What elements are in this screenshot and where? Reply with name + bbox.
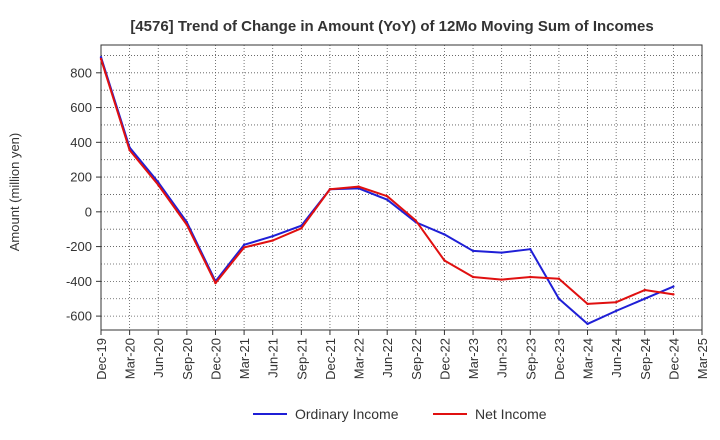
data-point [643,297,646,300]
x-tick-label: Sep-20 [180,338,195,380]
data-point [185,223,189,227]
data-point [99,57,103,61]
data-point [385,198,389,201]
data-point [529,275,532,279]
legend-label: Ordinary Income [295,406,399,422]
data-point [128,148,131,152]
y-tick-label: 0 [85,204,92,219]
y-tick-label: 600 [70,100,92,115]
data-point [471,275,475,279]
y-tick-label: -600 [66,309,92,324]
x-tick-label: Dec-23 [552,338,567,380]
x-tick-label: Dec-20 [208,338,223,380]
data-point [271,234,274,238]
data-point [586,322,589,326]
data-point [500,278,503,281]
data-point [614,300,618,304]
x-tick-label: Sep-21 [294,338,309,380]
data-point [242,243,246,247]
legend-label: Net Income [475,406,547,422]
data-point [672,285,675,288]
data-point [500,251,503,254]
x-tick-label: Mar-21 [237,338,252,379]
y-tick-label: 400 [70,135,92,150]
data-point [242,246,246,249]
x-tick-label: Sep-22 [409,338,424,380]
data-point [586,302,589,306]
x-tick-label: Jun-23 [495,338,510,378]
data-point [157,183,160,187]
x-tick-label: Mar-23 [466,338,481,379]
data-point [99,55,103,59]
data-point [614,309,618,313]
x-tick-label: Jun-24 [609,338,624,378]
data-point [385,194,389,198]
data-point [443,259,446,262]
data-point [471,249,475,253]
data-point [414,219,418,222]
y-tick-label: 800 [70,65,92,80]
data-point [557,297,561,300]
chart-title: [4576] Trend of Change in Amount (YoY) o… [130,18,653,35]
y-tick-label: 200 [70,170,92,185]
data-point [328,188,332,191]
data-point [557,277,561,280]
legend: Ordinary Income Net Income [253,406,547,422]
x-tick-label: Sep-23 [523,338,538,380]
data-point [300,227,303,230]
series-line-ordinary-income [100,56,674,325]
x-tick-label: Sep-24 [638,338,653,380]
data-point [529,247,532,251]
x-tick-label: Mar-24 [581,338,596,379]
data-point [643,288,646,292]
y-tick-label: -400 [66,274,92,289]
x-tick-label: Mar-20 [123,338,138,379]
x-tick-label: Mar-22 [352,338,367,379]
x-tick-label: Jun-20 [151,338,166,378]
x-tick-label: Jun-22 [380,338,395,378]
data-point [443,233,446,236]
x-tick-label: Jun-21 [266,338,281,378]
y-axis-label: Amount (million yen) [7,133,22,252]
x-tick-label: Dec-21 [323,338,338,380]
x-tick-label: Mar-25 [695,338,710,379]
x-tick-label: Dec-22 [437,338,452,380]
x-tick-label: Dec-19 [94,338,109,380]
y-tick-label: -200 [66,239,92,254]
plot-area: -600 -400 -200 0 200 400 600 800 Dec-19 Mar-20 Jun… [66,44,710,380]
data-point [214,281,217,285]
x-tick-label: Dec-24 [666,338,681,380]
data-point [672,293,675,296]
data-point [271,239,274,242]
plot-frame [100,44,703,331]
data-point [357,185,360,188]
